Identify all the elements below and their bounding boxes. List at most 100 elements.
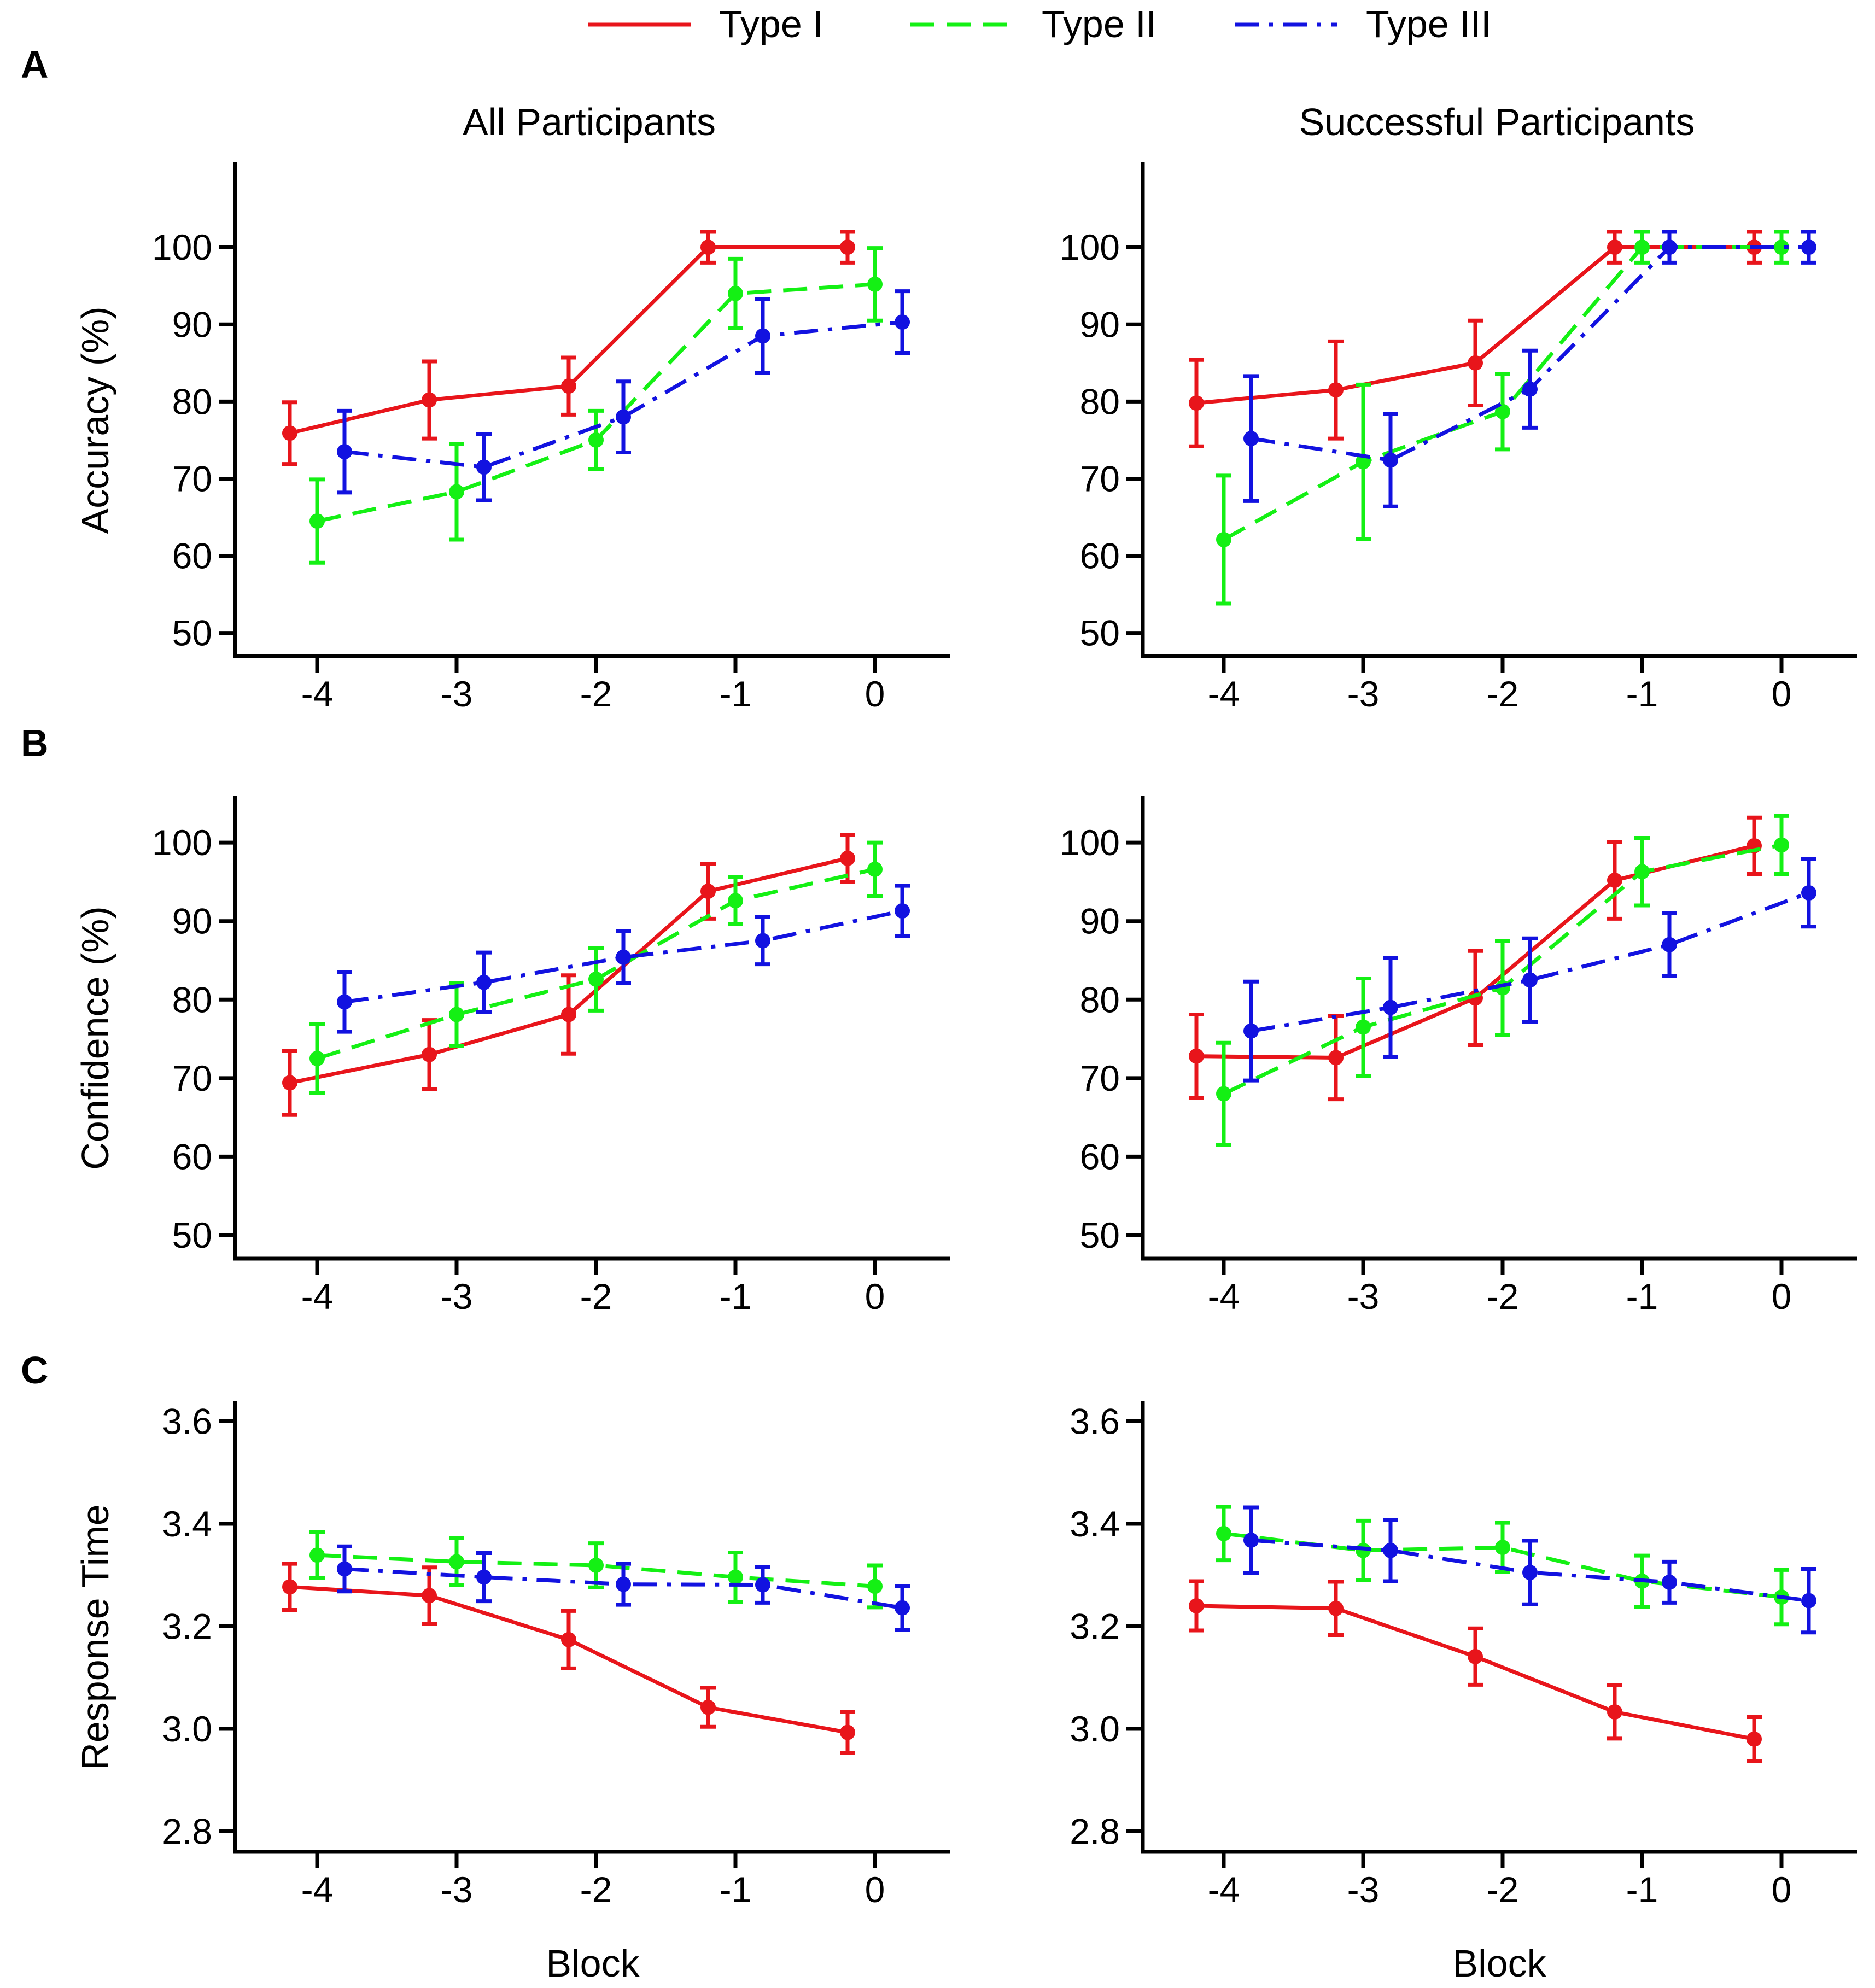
data-point xyxy=(700,1699,716,1715)
y-tick-label: 3.4 xyxy=(162,1504,212,1544)
x-axis-label: Block xyxy=(1452,1942,1546,1985)
x-tick-label: -1 xyxy=(720,1869,752,1910)
x-tick-label: 0 xyxy=(865,674,885,714)
y-tick-label: 3.0 xyxy=(1070,1709,1120,1749)
x-tick-label: -3 xyxy=(441,1276,473,1317)
data-point xyxy=(588,1557,604,1573)
series-type-i xyxy=(282,1562,855,1755)
x-tick-label: -2 xyxy=(580,1869,612,1910)
x-tick-label: -1 xyxy=(1626,1276,1658,1317)
data-point xyxy=(1607,239,1622,255)
series-type-i xyxy=(1189,815,1762,1102)
data-point xyxy=(1607,1704,1622,1720)
data-point xyxy=(867,1578,883,1594)
data-point xyxy=(1522,972,1538,988)
series-line xyxy=(344,909,903,1004)
data-point xyxy=(449,1554,464,1570)
y-tick-label: 60 xyxy=(172,1136,212,1177)
x-tick-label: -4 xyxy=(301,1869,334,1910)
series-type-ii xyxy=(309,246,883,565)
data-point xyxy=(476,974,492,990)
data-point xyxy=(422,1046,437,1062)
y-tick-label: 3.2 xyxy=(162,1606,212,1647)
series-type-iii xyxy=(1243,857,1816,1083)
y-tick-label: 80 xyxy=(172,979,212,1020)
x-tick-label: -1 xyxy=(720,1276,752,1317)
data-point xyxy=(728,1569,743,1585)
data-point xyxy=(588,971,604,987)
legend-item-type-i: Type I xyxy=(588,3,823,45)
y-tick-label: 60 xyxy=(172,536,212,576)
x-tick-label: 0 xyxy=(1772,674,1792,714)
x-tick-label: -1 xyxy=(1626,674,1658,714)
x-tick-label: -3 xyxy=(441,674,473,714)
data-point xyxy=(1468,1648,1483,1664)
x-tick-label: -2 xyxy=(1487,1869,1519,1910)
data-point xyxy=(1189,1048,1204,1064)
series-type-i xyxy=(282,833,855,1117)
x-tick-label: -4 xyxy=(301,1276,334,1317)
y-tick-label: 60 xyxy=(1080,1136,1120,1177)
data-point xyxy=(1243,431,1259,447)
y-tick-label: 3.2 xyxy=(1070,1606,1120,1647)
data-point xyxy=(1522,1565,1538,1581)
data-point xyxy=(755,933,770,949)
x-tick-label: -3 xyxy=(1347,674,1380,714)
y-tick-label: 2.8 xyxy=(1070,1811,1120,1852)
data-point xyxy=(700,239,716,255)
y-tick-label: 90 xyxy=(1080,304,1120,344)
series-type-ii xyxy=(1216,814,1789,1147)
data-point xyxy=(337,444,352,460)
series-line xyxy=(317,282,875,523)
y-tick-label: 100 xyxy=(152,227,212,267)
x-tick-label: 0 xyxy=(865,1869,885,1910)
x-tick-label: 0 xyxy=(1772,1869,1792,1910)
y-tick-label: 3.6 xyxy=(1070,1401,1120,1442)
data-point xyxy=(588,432,604,448)
y-tick-label: 3.4 xyxy=(1070,1504,1120,1544)
data-point xyxy=(1383,1542,1398,1558)
data-point xyxy=(422,1588,437,1604)
y-tick-label: 100 xyxy=(152,822,212,863)
data-point xyxy=(309,1547,325,1563)
data-point xyxy=(1634,239,1650,255)
x-tick-label: -2 xyxy=(580,1276,612,1317)
series-line xyxy=(344,320,903,469)
x-tick-label: 0 xyxy=(1772,1276,1792,1317)
x-tick-label: -1 xyxy=(1626,1869,1658,1910)
panel-a-all: 50 60 70 80 90 100 -4 -3 -2 -1 0 Accuracy (%) xyxy=(74,162,950,714)
series-type-iii xyxy=(337,289,910,502)
y-axis-label: Confidence (%) xyxy=(74,906,116,1170)
data-point xyxy=(282,1579,297,1595)
y-tick-label: 50 xyxy=(1080,613,1120,653)
data-point xyxy=(337,994,352,1010)
x-tick-label: -2 xyxy=(580,674,612,714)
data-point xyxy=(895,1600,910,1616)
y-tick-label: 3.6 xyxy=(162,1401,212,1442)
data-point xyxy=(616,409,631,425)
y-tick-label: 80 xyxy=(1080,979,1120,1020)
series-type-ii xyxy=(1216,230,1789,606)
x-tick-label: -4 xyxy=(1208,1276,1240,1317)
data-point xyxy=(1774,239,1789,255)
x-tick-label: -3 xyxy=(1347,1869,1380,1910)
data-point xyxy=(616,1576,631,1592)
legend: Type I Type II Type III xyxy=(588,3,1492,45)
y-tick-label: 80 xyxy=(1080,381,1120,422)
data-point xyxy=(309,1050,325,1066)
data-point xyxy=(1216,1086,1231,1102)
y-tick-label: 70 xyxy=(172,1058,212,1098)
data-point xyxy=(1747,1731,1762,1747)
y-tick-label: 50 xyxy=(1080,1215,1120,1255)
series-type-iii xyxy=(1243,1505,1816,1635)
y-tick-label: 90 xyxy=(172,901,212,942)
data-point xyxy=(1801,239,1816,255)
legend-label: Type III xyxy=(1366,3,1492,45)
series-line xyxy=(317,1553,875,1588)
data-point xyxy=(561,1007,576,1022)
data-point xyxy=(422,392,437,408)
legend-label: Type II xyxy=(1042,3,1156,45)
data-point xyxy=(1522,381,1538,397)
y-tick-label: 70 xyxy=(1080,1058,1120,1098)
